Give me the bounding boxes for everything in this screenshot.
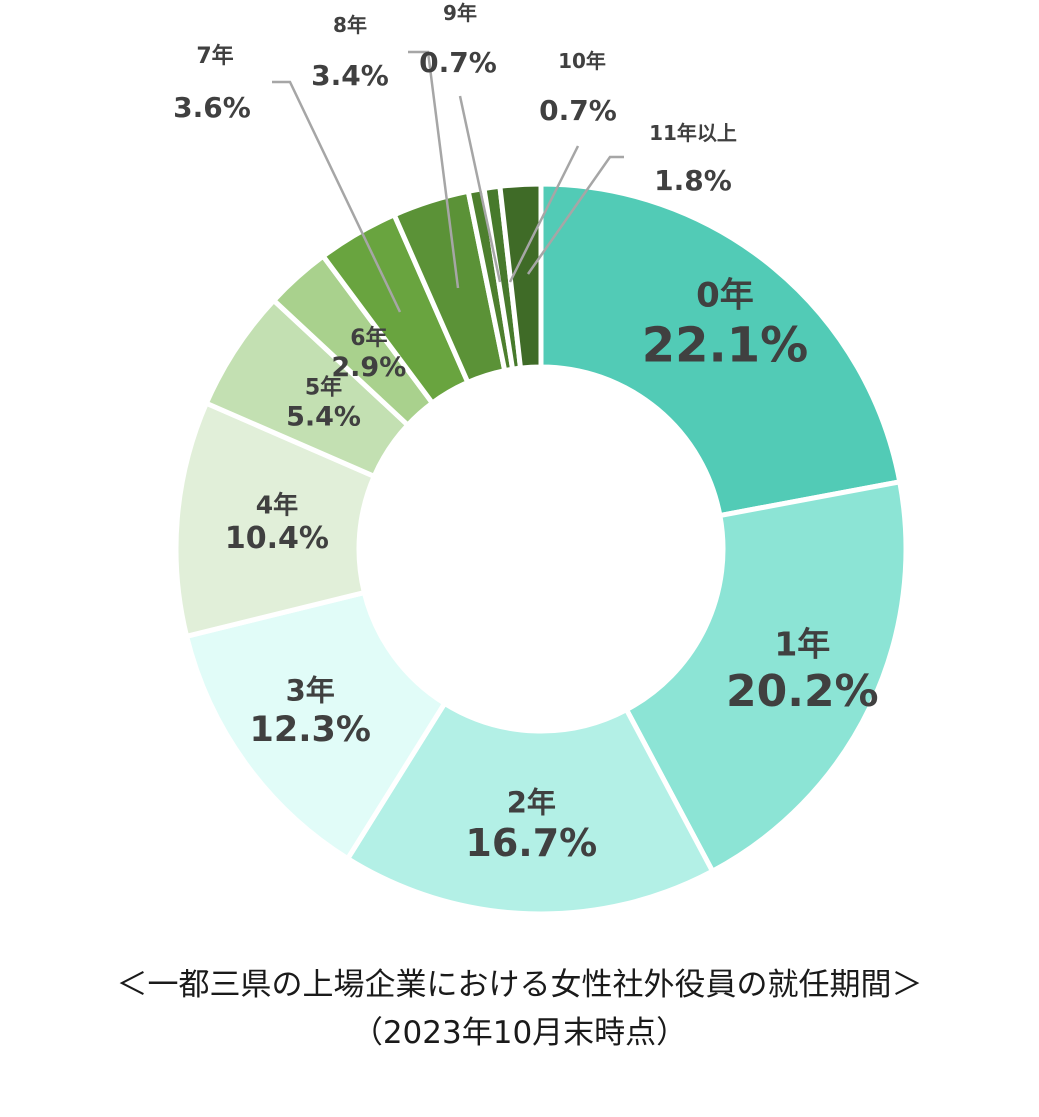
- slice-0: [538, 181, 903, 519]
- chart-title: ＜一都三県の上場企業における女性社外役員の就任期間＞: [116, 967, 923, 1003]
- value-label-8: 3.4%: [311, 59, 389, 92]
- value-label-9: 0.7%: [419, 46, 497, 79]
- value-label-6: 2.9%: [331, 352, 406, 383]
- leader-line-8: [408, 50, 460, 289]
- category-label-9: 9年: [443, 1, 477, 25]
- category-label-6: 6年: [350, 325, 387, 351]
- value-label-0: 22.1%: [642, 317, 809, 373]
- leader-line-10: [508, 145, 580, 283]
- category-label-8: 8年: [333, 13, 367, 37]
- category-label-3: 3年: [286, 674, 335, 708]
- category-label-1: 1年: [774, 625, 830, 664]
- donut-slices: [173, 181, 909, 917]
- category-label-7: 7年: [196, 43, 233, 69]
- category-label-2: 2年: [507, 785, 556, 819]
- slice-2: [345, 700, 715, 917]
- leader-line-11: [526, 155, 624, 275]
- value-label-10: 0.7%: [539, 94, 617, 127]
- leader-line-7: [272, 80, 402, 313]
- leader-line-9: [458, 95, 502, 283]
- value-label-1: 20.2%: [726, 666, 879, 717]
- chart-subtitle: （2023年10月末時点）: [351, 1015, 688, 1051]
- category-label-5: 5年: [305, 375, 342, 401]
- slice-11: [497, 181, 544, 371]
- leader-lines: [272, 50, 624, 313]
- category-label-10: 10年: [558, 49, 606, 73]
- category-label-4: 4年: [256, 490, 298, 519]
- value-label-11: 1.8%: [654, 164, 732, 197]
- value-label-2: 16.7%: [465, 821, 597, 865]
- value-label-4: 10.4%: [225, 521, 329, 556]
- value-label-3: 12.3%: [250, 710, 371, 750]
- value-label-7: 3.6%: [173, 91, 251, 124]
- slice-1: [624, 479, 909, 874]
- category-label-11: 11年以上: [649, 121, 737, 145]
- value-label-5: 5.4%: [286, 402, 361, 433]
- slice-3: [184, 590, 448, 862]
- category-label-0: 0年: [696, 276, 754, 316]
